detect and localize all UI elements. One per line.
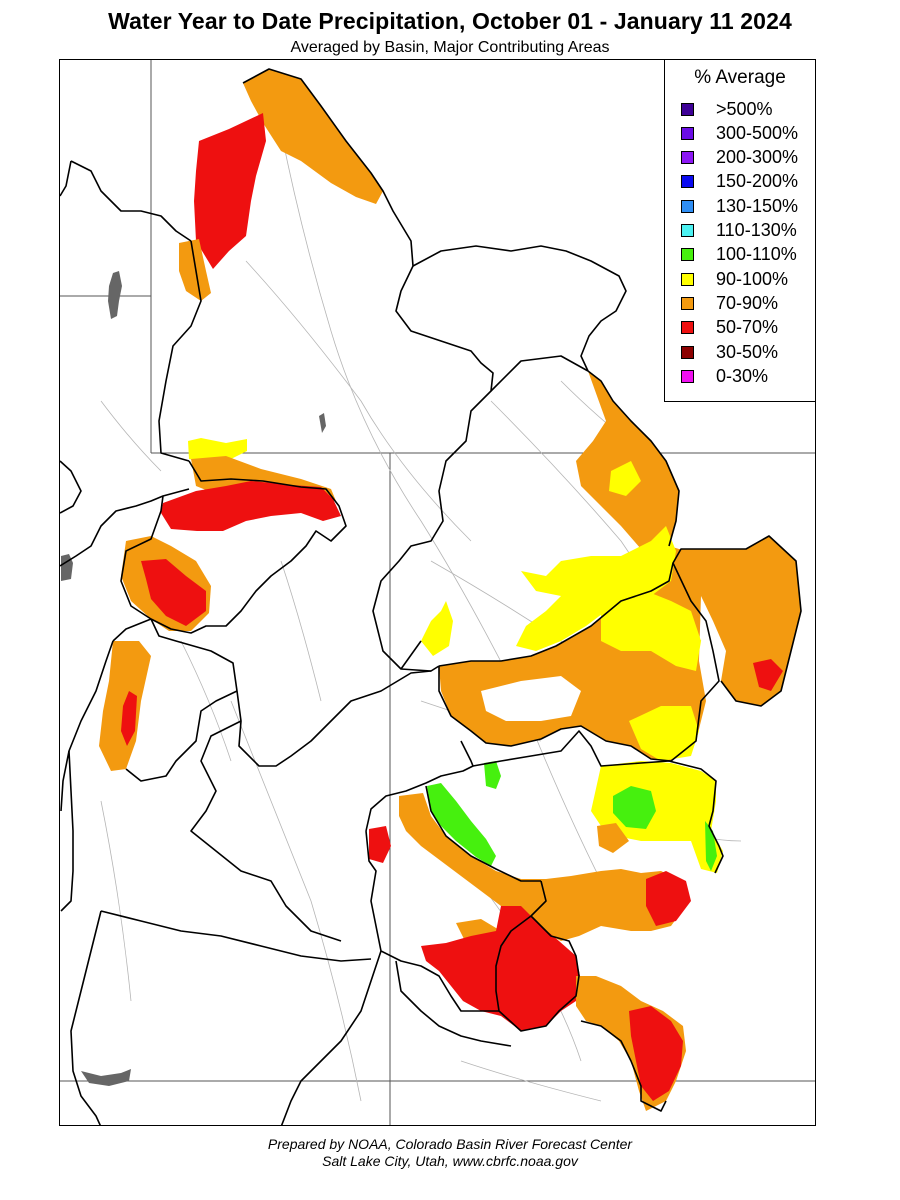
legend-item: 130-150% xyxy=(681,196,798,216)
legend-label: 150-200% xyxy=(716,171,799,192)
legend-label: 100-110% xyxy=(716,244,797,265)
map-canvas xyxy=(60,60,815,1125)
legend-label: >500% xyxy=(716,98,773,119)
legend-item: 70-90% xyxy=(681,293,778,313)
legend-swatch xyxy=(681,296,694,310)
legend-swatch xyxy=(681,102,694,116)
legend-swatch xyxy=(681,199,694,213)
legend-label: 130-150% xyxy=(716,195,799,216)
basin-areas xyxy=(99,69,801,1111)
legend-swatch xyxy=(681,248,694,262)
legend-swatch xyxy=(681,369,694,383)
legend-swatch xyxy=(681,224,694,237)
legend-swatch xyxy=(681,321,694,335)
legend-swatch xyxy=(681,175,694,189)
legend-label: 50-70% xyxy=(716,317,779,338)
legend-label: 0-30% xyxy=(716,365,769,386)
legend-item: 0-30% xyxy=(681,366,768,386)
legend-swatch xyxy=(681,345,694,359)
legend-swatch xyxy=(681,272,694,286)
legend-item: 50-70% xyxy=(681,317,779,338)
legend-label: 70-90% xyxy=(716,292,779,313)
legend-item: 300-500% xyxy=(681,123,798,143)
basin-boundaries xyxy=(60,68,802,1125)
legend-swatch xyxy=(681,151,694,165)
legend-title: % Average xyxy=(694,67,786,88)
legend-label: 110-130% xyxy=(716,220,797,240)
legend-label: 30-50% xyxy=(716,341,779,362)
legend-label: 90-100% xyxy=(716,268,789,289)
footer-credit-line1: Prepared by NOAA, Colorado Basin River F… xyxy=(267,1136,633,1152)
legend-item: >500% xyxy=(681,99,773,119)
legend-item: 30-50% xyxy=(681,342,778,362)
legend-item: 90-100% xyxy=(681,269,788,289)
legend-item: 150-200% xyxy=(681,171,799,192)
legend-item: 100-110% xyxy=(681,244,797,265)
legend-swatch xyxy=(681,126,694,140)
legend: % Average >500% 300-500% 200-300% 150-200% 1… xyxy=(664,59,816,402)
legend-item: 110-130% xyxy=(681,220,797,241)
legend-item: 200-300% xyxy=(681,147,799,168)
reservoirs xyxy=(61,271,326,1086)
legend-label: 200-300% xyxy=(716,147,799,168)
map-title: Water Year to Date Precipitation, Octobe… xyxy=(108,8,792,34)
state-boundaries xyxy=(60,60,815,1125)
legend-label: 300-500% xyxy=(716,122,799,143)
map-subtitle: Averaged by Basin, Major Contributing Ar… xyxy=(290,39,610,56)
footer-credit-line2: Salt Lake City, Utah, www.cbrfc.noaa.gov xyxy=(322,1153,578,1169)
